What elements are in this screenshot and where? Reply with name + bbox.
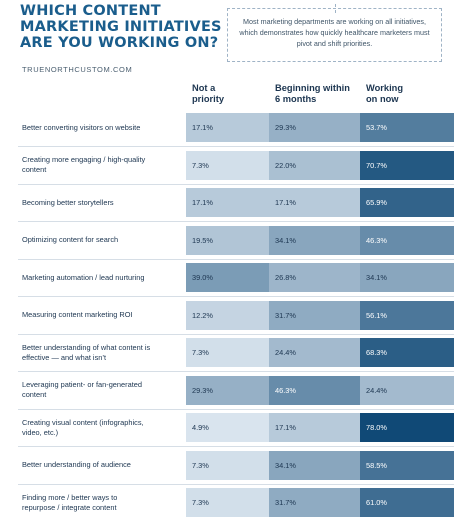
column-header-line: Working	[366, 83, 404, 93]
column-header-2: Beginning within 6 months	[275, 83, 350, 105]
row-label-line: Optimizing content for search	[22, 235, 119, 244]
row-label-line: Better understanding of what content is	[22, 342, 151, 352]
value-cell: 12.2%	[186, 300, 269, 330]
value-cell: 70.7%	[360, 150, 454, 180]
column-header-1: Not a priority	[192, 83, 224, 105]
row-label-line: Better converting visitors on website	[22, 122, 141, 132]
row-label: Better understanding of what content is e…	[22, 338, 182, 367]
title-line-3: ARE YOU WORKING ON?	[20, 35, 219, 51]
column-header-line: Beginning within	[275, 83, 350, 93]
value-cell: 53.7%	[360, 113, 454, 142]
row-label: Creating visual content (infographics, vi…	[22, 413, 182, 442]
row-separator	[18, 446, 454, 447]
row-label-line: Becoming better storytellers	[22, 197, 114, 207]
row-separator	[18, 221, 454, 222]
row-label-line: Creating more engaging / high-quality	[22, 155, 146, 164]
value-cell: 17.1%	[269, 413, 360, 442]
value-cell: 17.1%	[186, 188, 269, 217]
callout-box: Most marketing departments are working o…	[227, 4, 442, 62]
value-cell: 39.0%	[186, 263, 269, 292]
callout-connector	[334, 4, 336, 13]
value-cell: 34.1%	[269, 225, 360, 255]
source-url: TRUENORTHCUSTOM.COM	[22, 65, 133, 74]
column-header-line: priority	[192, 94, 225, 104]
row-label: Optimizing content for search	[22, 226, 182, 255]
row-label-line: Measuring content marketing ROI	[22, 310, 133, 319]
value-cell: 58.5%	[360, 450, 454, 480]
value-cell: 7.3%	[186, 150, 269, 180]
value-cell: 4.9%	[186, 413, 269, 442]
row-label-line: effective — and what isn’t	[22, 352, 107, 362]
row-label-line: Leveraging patient- or fan-generated	[22, 380, 142, 389]
value-cell: 7.3%	[186, 338, 269, 367]
value-cell: 31.7%	[269, 488, 360, 517]
row-label-line: content	[22, 390, 47, 399]
value-cell: 65.9%	[360, 188, 454, 217]
value-cell: 34.1%	[360, 263, 454, 292]
row-label: Finding more / better ways to repurpose /…	[22, 488, 182, 517]
row-label: Better understanding of audience	[22, 451, 182, 480]
row-separator	[18, 371, 454, 372]
row-label-line: content	[22, 165, 47, 174]
row-separator	[18, 296, 454, 297]
row-label-line: Creating visual content (infographics,	[22, 417, 144, 427]
value-cell: 31.7%	[269, 300, 360, 330]
row-label: Better converting visitors on website	[22, 113, 182, 142]
row-label-line: repurpose / integrate content	[22, 502, 117, 512]
row-label: Creating more engaging / high-quality con…	[22, 151, 182, 180]
row-label: Marketing automation / lead nurturing	[22, 263, 182, 292]
title-line-1: WHICH CONTENT	[20, 3, 161, 19]
row-separator	[18, 258, 454, 260]
value-cell: 46.3%	[269, 375, 360, 405]
value-cell: 24.4%	[360, 375, 454, 405]
row-separator	[18, 483, 454, 485]
value-cell: 19.5%	[186, 225, 269, 255]
value-cell: 56.1%	[360, 300, 454, 330]
title-line-2: MARKETING INITIATIVES	[20, 19, 222, 35]
value-cell: 29.3%	[269, 113, 360, 142]
row-label: Becoming better storytellers	[22, 188, 182, 217]
row-separator	[18, 183, 454, 185]
row-label: Measuring content marketing ROI	[22, 301, 182, 330]
value-cell: 7.3%	[186, 450, 269, 480]
value-cell: 46.3%	[360, 225, 454, 255]
value-cell: 34.1%	[269, 450, 360, 480]
callout-text: Most marketing departments are working o…	[239, 17, 430, 48]
column-header-3: Working on now	[366, 83, 403, 105]
column-header-line: 6 months	[275, 94, 317, 104]
value-cell: 61.0%	[360, 488, 454, 517]
value-cell: 24.4%	[269, 338, 360, 367]
value-cell: 26.8%	[269, 263, 360, 292]
row-label: Leveraging patient- or fan-generated cont…	[22, 376, 182, 405]
value-cell: 68.3%	[360, 338, 454, 367]
row-label-line: Marketing automation / lead nurturing	[22, 272, 145, 282]
value-cell: 17.1%	[269, 188, 360, 217]
value-cell: 29.3%	[186, 375, 269, 405]
row-separator	[18, 146, 454, 147]
value-cell: 7.3%	[186, 488, 269, 517]
row-separator	[18, 333, 454, 335]
value-cell: 78.0%	[360, 413, 454, 442]
column-header-line: on now	[366, 94, 399, 104]
value-cell: 22.0%	[269, 150, 360, 180]
row-label-line: video, etc.)	[22, 427, 59, 437]
row-label-line: Finding more / better ways to	[22, 492, 118, 502]
column-header-line: Not a	[192, 83, 216, 93]
value-cell: 17.1%	[186, 113, 269, 142]
row-label-line: Better understanding of audience	[22, 460, 131, 469]
row-separator	[18, 408, 454, 410]
chart-title: WHICH CONTENT MARKETING INITIATIVES ARE …	[20, 3, 222, 51]
